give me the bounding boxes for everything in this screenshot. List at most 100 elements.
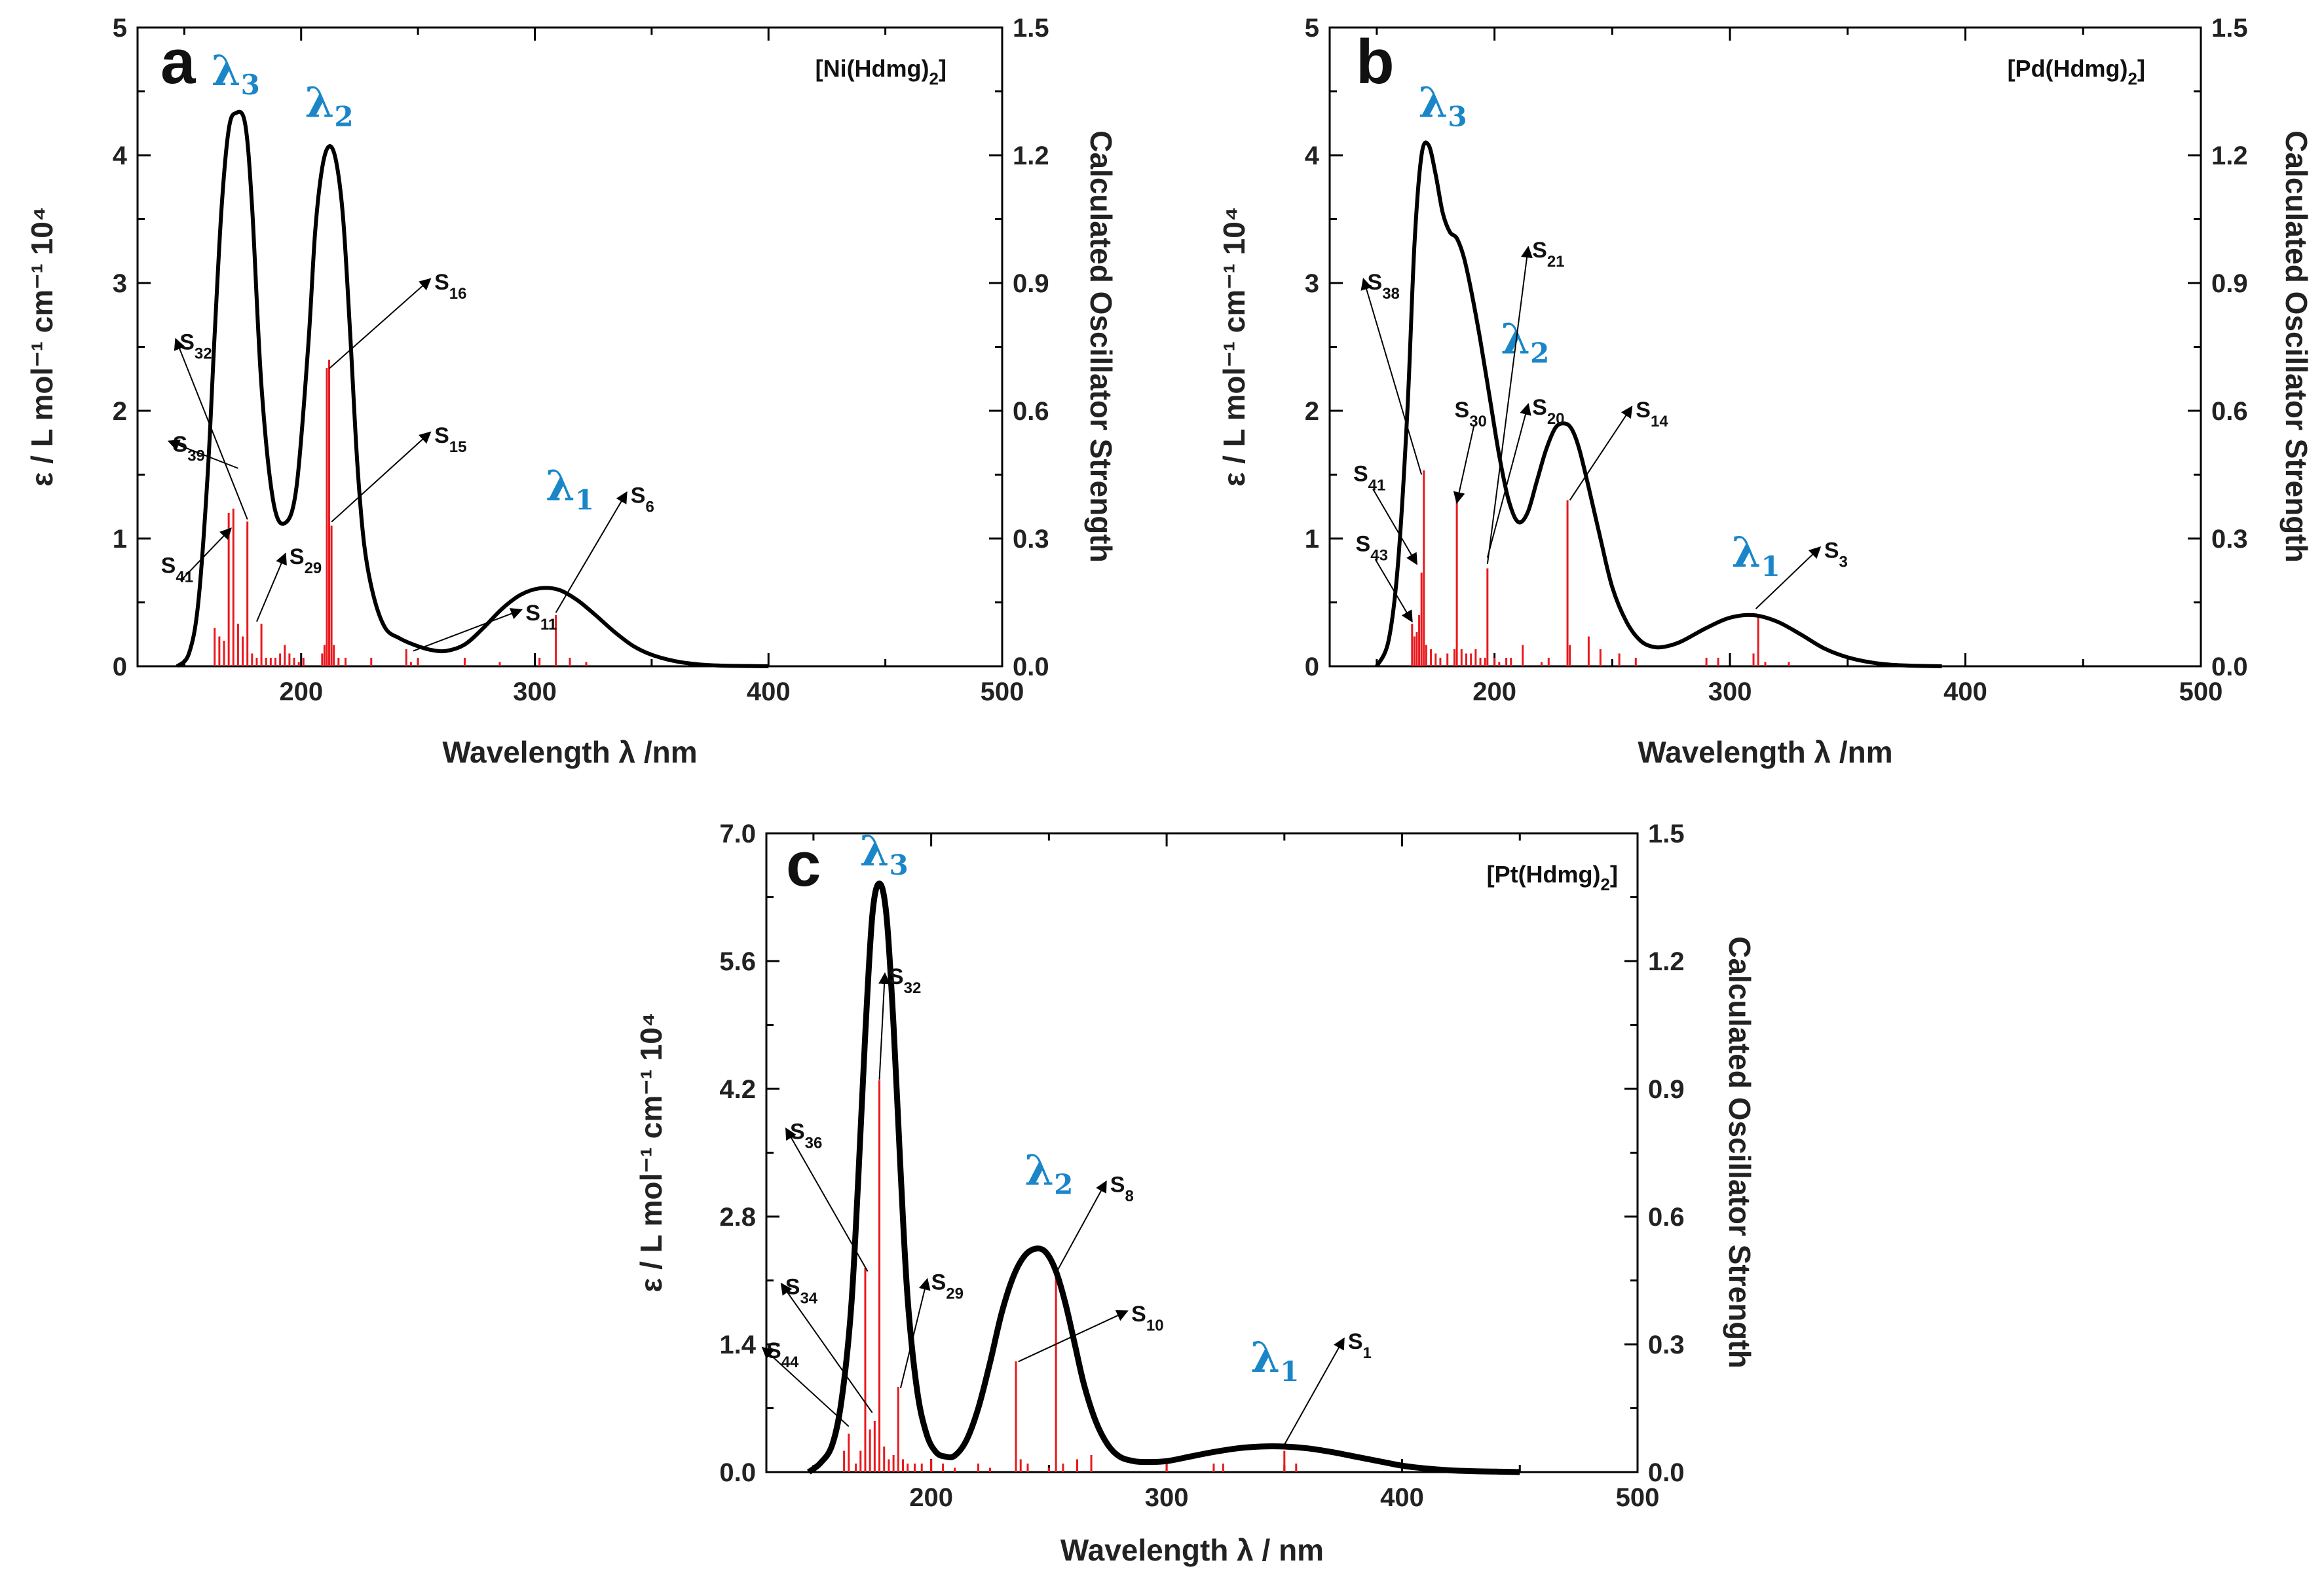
y2-tick-label: 1.5 bbox=[2211, 14, 2248, 43]
y2-tick-label: 0.0 bbox=[1013, 653, 1049, 681]
state-label: S1 bbox=[1348, 1329, 1372, 1362]
y2-tick-label: 0.6 bbox=[1013, 397, 1049, 426]
peak-label: λ2 bbox=[1024, 1146, 1073, 1200]
y2-tick-label: 1.2 bbox=[1013, 142, 1049, 170]
x-tick-label: 500 bbox=[1616, 1483, 1660, 1512]
panel-c: 200 300 400 5000.01.42.84.25.67.00.00.30.60… bbox=[634, 820, 1757, 1567]
y-tick-label: 4.2 bbox=[719, 1075, 756, 1104]
panel-letter: c bbox=[786, 829, 821, 899]
compound-label: [Pd(Hdmg)2] bbox=[2008, 55, 2145, 88]
y-tick-label: 0.0 bbox=[719, 1458, 756, 1487]
state-arrow bbox=[878, 972, 891, 1080]
state-label: S6 bbox=[631, 483, 654, 516]
absorption-spectrum-line bbox=[806, 880, 1520, 1475]
y2-tick-label: 0.9 bbox=[1013, 269, 1049, 298]
state-arrow bbox=[761, 1346, 850, 1428]
state-arrow bbox=[1755, 546, 1822, 609]
x-tick-label: 300 bbox=[513, 677, 557, 706]
state-label: S41 bbox=[161, 554, 193, 586]
peak-label: λ1 bbox=[1732, 528, 1780, 582]
y2-tick-label: 1.2 bbox=[1648, 947, 1685, 976]
state-label: S30 bbox=[1455, 398, 1487, 430]
state-arrow bbox=[1372, 488, 1417, 565]
y2-axis-title: Calculated Oscillator Strength bbox=[1723, 936, 1757, 1368]
x-tick-label: 200 bbox=[909, 1483, 953, 1512]
state-arrow bbox=[1486, 246, 1533, 565]
x-tick-label: 500 bbox=[2179, 677, 2223, 706]
y2-tick-label: 1.5 bbox=[1648, 820, 1685, 848]
axis-ticks: 200 300 400 500 0 1 2 3 4 5 0.0 0.3 0.6 0.9 1.2 1.5 bbox=[1305, 14, 2248, 706]
state-label: S16 bbox=[434, 270, 466, 303]
state-label: S8 bbox=[1110, 1172, 1134, 1205]
y2-axis-title: Calculated Oscillator Strength bbox=[1084, 130, 1118, 562]
state-arrow bbox=[1569, 406, 1633, 501]
peak-label: λ1 bbox=[1250, 1333, 1299, 1388]
state-arrow bbox=[555, 491, 628, 613]
panel-letter: a bbox=[160, 27, 196, 97]
y2-tick-label: 0.0 bbox=[2211, 653, 2248, 681]
state-arrow bbox=[167, 439, 238, 469]
oscillator-sticks bbox=[214, 360, 588, 666]
y-tick-label: 2 bbox=[1305, 397, 1319, 426]
x-axis-title: Wavelength λ / nm bbox=[1060, 1533, 1324, 1567]
state-label: S43 bbox=[1356, 532, 1388, 565]
state-label: S41 bbox=[1353, 461, 1385, 494]
y-tick-label: 2.8 bbox=[719, 1203, 756, 1232]
y-tick-label: 3 bbox=[1305, 269, 1319, 298]
state-label: S21 bbox=[1532, 238, 1564, 271]
x-tick-label: 300 bbox=[1145, 1483, 1189, 1512]
state-label: S29 bbox=[290, 544, 322, 577]
state-label: S34 bbox=[785, 1274, 818, 1307]
state-arrow bbox=[174, 337, 248, 520]
y2-tick-label: 0.6 bbox=[1648, 1203, 1685, 1232]
x-tick-label: 400 bbox=[1943, 677, 1987, 706]
peak-label: λ3 bbox=[860, 827, 909, 881]
oscillator-sticks bbox=[1411, 470, 1790, 666]
x-tick-label: 300 bbox=[1708, 677, 1752, 706]
state-arrow bbox=[413, 608, 523, 652]
state-arrow bbox=[331, 431, 432, 523]
x-tick-label: 400 bbox=[1380, 1483, 1424, 1512]
panel-a: 200 300 400 500 0 1 2 3 4 5 0.0 0.3 0.6 0.9 1.2 1.5 λ3 λ… bbox=[25, 14, 1118, 769]
y-tick-label: 1 bbox=[113, 525, 127, 554]
peak-label: λ2 bbox=[305, 79, 353, 133]
x-axis-title: Wavelength λ /nm bbox=[1638, 735, 1892, 769]
y2-tick-label: 0.9 bbox=[1648, 1075, 1685, 1104]
x-tick-label: 500 bbox=[981, 677, 1024, 706]
state-arrow bbox=[899, 1278, 931, 1389]
state-label: S15 bbox=[434, 423, 466, 456]
compound-label: [Pt(Hdmg)2] bbox=[1487, 861, 1618, 894]
y-tick-label: 5 bbox=[113, 14, 127, 43]
state-label: S20 bbox=[1532, 395, 1564, 428]
state-label: S14 bbox=[1636, 398, 1668, 430]
state-label: S32 bbox=[889, 964, 921, 997]
y-tick-label: 5.6 bbox=[719, 947, 756, 976]
state-arrow bbox=[1283, 1337, 1345, 1445]
state-label: S38 bbox=[1368, 270, 1400, 303]
state-arrow bbox=[328, 278, 432, 369]
state-arrow bbox=[179, 527, 232, 582]
state-label: S36 bbox=[790, 1120, 822, 1152]
state-arrow bbox=[1018, 1310, 1129, 1363]
y-axis-title: ε / L mol⁻¹ cm⁻¹ 10⁴ bbox=[634, 1012, 668, 1292]
peak-label: λ2 bbox=[1501, 314, 1549, 369]
x-tick-label: 200 bbox=[1472, 677, 1516, 706]
x-axis-title: Wavelength λ /nm bbox=[442, 735, 697, 769]
state-arrow bbox=[1055, 1180, 1107, 1274]
state-labels: λ3 λ2 λ1 S38 S30 S41 S43 S21 S20 S14 S3 bbox=[1353, 79, 1848, 623]
y-tick-label: 1 bbox=[1305, 525, 1319, 554]
y2-tick-label: 0.3 bbox=[1648, 1331, 1685, 1359]
y2-tick-label: 0.9 bbox=[2211, 269, 2248, 298]
state-label: S10 bbox=[1131, 1302, 1163, 1334]
y-tick-label: 0 bbox=[113, 653, 127, 681]
absorption-spectrum-line bbox=[1375, 140, 1942, 668]
state-arrow bbox=[1486, 403, 1531, 558]
state-label: S29 bbox=[931, 1270, 964, 1302]
state-arrow bbox=[1374, 558, 1413, 623]
state-label: S11 bbox=[525, 601, 557, 634]
y2-axis-title: Calculated Oscillator Strength bbox=[2279, 130, 2314, 562]
y-tick-label: 4 bbox=[113, 142, 128, 170]
